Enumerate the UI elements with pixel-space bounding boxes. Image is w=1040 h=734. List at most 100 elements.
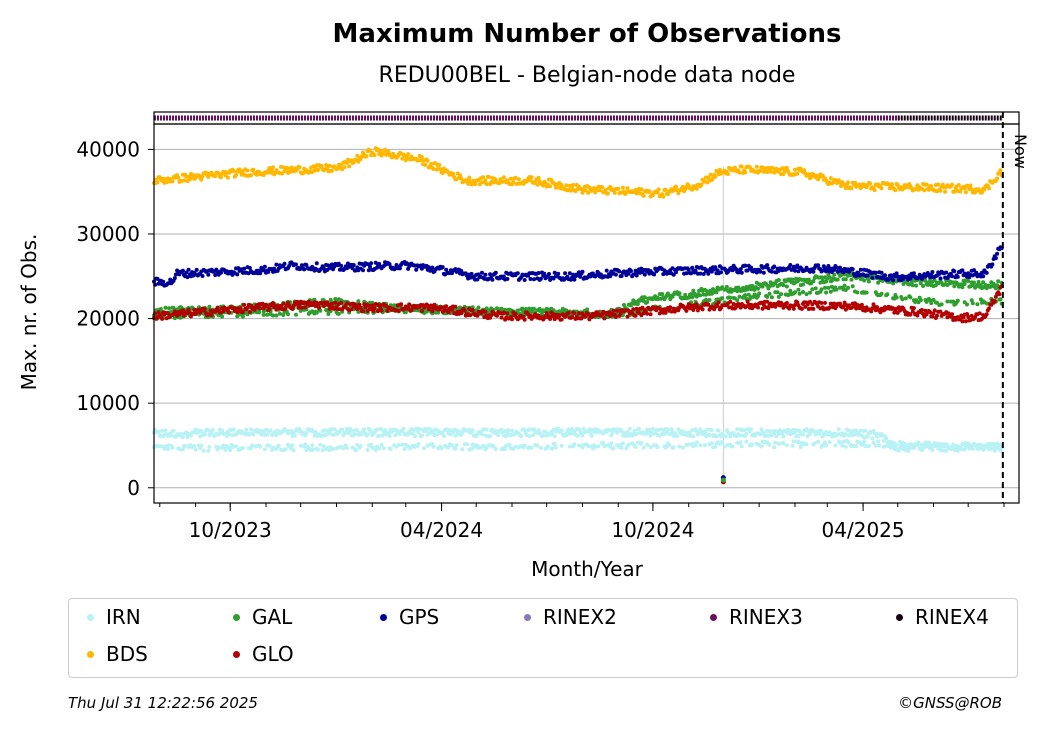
point-gal (965, 302, 969, 307)
point-gal (240, 314, 245, 319)
legend-label: GPS (399, 605, 440, 629)
point-glo (333, 300, 338, 305)
point-gal (842, 283, 847, 288)
point-gal (976, 279, 981, 284)
point-bds (155, 180, 160, 185)
point-irn (552, 434, 557, 439)
point-gps (701, 272, 706, 276)
point-irn (865, 434, 870, 438)
point-irn (199, 443, 204, 448)
point-glo (827, 305, 832, 310)
point-gps (515, 271, 520, 276)
point-gal (900, 297, 905, 302)
point-bds (483, 178, 488, 183)
legend-marker (524, 613, 531, 621)
point-irn (580, 433, 585, 438)
point-irn (377, 446, 382, 451)
point-gps (299, 263, 304, 268)
y-tick-label: 40000 (76, 137, 140, 161)
point-irn (801, 432, 805, 437)
point-irn (484, 427, 489, 432)
point-gps (816, 263, 821, 268)
point-bds (739, 164, 744, 169)
point-gal (635, 302, 640, 306)
point-glo (625, 314, 630, 319)
point-glo (180, 308, 185, 313)
point-irn (189, 433, 193, 438)
point-glo (657, 311, 662, 316)
point-gps (488, 272, 493, 277)
point-irn (749, 427, 754, 432)
point-irn (331, 447, 335, 451)
point-bds (952, 189, 957, 194)
point-bds (995, 176, 1000, 181)
legend-item-bds: BDS (87, 642, 148, 666)
point-irn (627, 426, 632, 431)
point-gal (995, 283, 1000, 288)
point-irn (776, 441, 781, 446)
point-gps (944, 270, 949, 275)
point-irn (774, 434, 779, 439)
point-gps (361, 268, 365, 273)
grid-lines (154, 148, 1019, 489)
point-glo (700, 307, 705, 312)
point-irn (274, 433, 279, 438)
point-bds (922, 188, 927, 193)
point-gps (282, 261, 287, 266)
legend-marker (233, 613, 240, 621)
point-glo (869, 309, 874, 314)
point-irn (206, 448, 211, 453)
point-irn (709, 428, 714, 433)
point-irn (268, 428, 273, 433)
point-gal (724, 284, 729, 289)
point-glo (286, 300, 290, 305)
point-gps (235, 272, 240, 277)
point-glo (240, 310, 245, 315)
point-glo (566, 310, 571, 315)
point-gal (998, 297, 1003, 302)
point-bds (564, 183, 569, 188)
point-irn (876, 439, 881, 444)
point-gps (686, 267, 691, 272)
point-glo (668, 305, 673, 310)
point-irn (344, 427, 349, 431)
point-gal (952, 284, 957, 289)
point-gal (813, 286, 818, 291)
point-gps (287, 264, 292, 268)
point-irn (713, 444, 718, 449)
point-gal (972, 280, 976, 285)
point-gal (793, 290, 797, 295)
point-irn (808, 431, 812, 436)
point-irn (722, 444, 727, 449)
point-irn (240, 446, 245, 451)
point-gps (891, 278, 896, 283)
point-irn (311, 447, 316, 452)
point-glo (791, 306, 796, 311)
point-glo (379, 308, 384, 313)
point-bds (600, 185, 605, 190)
point-glo (165, 311, 170, 316)
point-glo (930, 314, 935, 319)
point-gal (876, 280, 881, 285)
point-glo (616, 308, 621, 313)
point-irn (723, 434, 728, 439)
point-gal (286, 312, 290, 317)
point-bds (438, 167, 443, 172)
point-gal (945, 299, 950, 304)
point-irn (846, 440, 851, 444)
point-glo (694, 302, 699, 307)
point-bds (281, 165, 286, 170)
point-gal (691, 288, 696, 293)
point-irn (881, 444, 886, 449)
point-bds (647, 189, 652, 194)
point-glo (376, 309, 380, 314)
point-gal (903, 296, 908, 301)
point-gal (819, 287, 824, 292)
point-gps (870, 275, 875, 280)
point-glo (358, 305, 363, 310)
point-gal (660, 292, 665, 296)
legend-marker (896, 613, 903, 621)
point-bds (386, 149, 391, 154)
point-gps (950, 274, 954, 279)
point-bds (926, 187, 931, 192)
